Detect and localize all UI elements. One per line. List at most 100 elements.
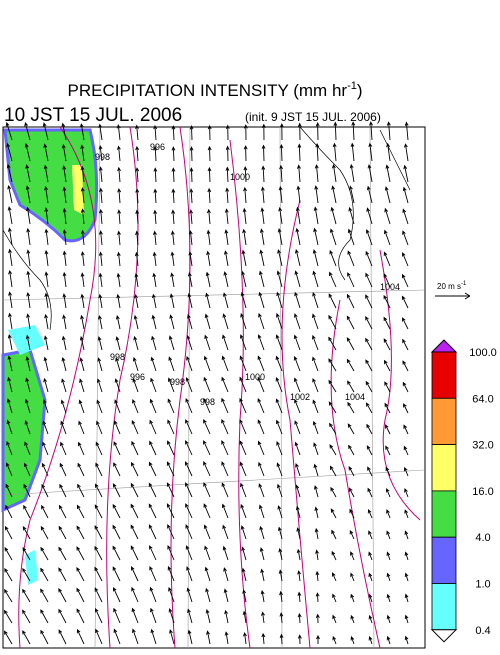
wind-vector [130,482,139,498]
wind-vector [333,121,338,141]
colorbar-segment [431,490,457,538]
contour-label: 1004 [345,392,365,402]
wind-vector [151,335,157,351]
wind-vector [279,612,284,624]
wind-vector [185,398,193,414]
wind-vector [77,462,85,477]
wind-vector [78,420,85,435]
wind-vector [150,377,157,393]
wind-vector [261,123,266,141]
wind-vector [386,593,391,603]
wind-vector [171,146,176,162]
wind-vector [279,590,283,603]
wind-vector [24,419,31,435]
wind-vector [279,633,284,645]
grid-lines [2,126,426,649]
wind-vector [23,504,31,519]
wind-vector [43,164,49,183]
wind-vector [80,272,85,288]
wind-vector [203,440,211,456]
wind-vector [260,207,265,225]
wind-vector [276,312,283,330]
wind-vector [98,230,103,246]
wind-vector [22,567,31,582]
wind-vector [80,251,85,267]
wind-vector [43,356,49,372]
wind-vector [58,525,67,540]
wind-vector [7,355,13,372]
wind-vector [240,482,247,498]
wind-vector [347,250,355,267]
wind-vector [243,145,248,162]
wind-vector [221,461,229,477]
wind-vector [312,377,319,393]
wind-vector [257,419,265,435]
wind-vector [150,628,157,645]
wind-vector [59,504,67,519]
wind-vector [115,336,121,351]
wind-vector [185,482,193,498]
wind-vector [149,398,157,414]
wind-vector [386,509,391,519]
wind-vector [61,357,67,372]
wind-vector [97,336,103,351]
wind-vector [347,272,355,288]
wind-vector [7,333,13,351]
vector-scale-label: 20 m s-1 [437,281,467,291]
wind-vector [6,398,13,414]
wind-vector [349,529,355,540]
wind-vector [80,293,85,309]
wind-vector [293,313,301,330]
precip-area [72,165,84,215]
wind-vector [184,461,193,477]
title: PRECIPITATION INTENSITY (mm hr-1) [67,80,362,100]
wind-vector [62,271,67,288]
isobar [330,299,381,649]
wind-vector [40,525,49,540]
wind-vector [294,398,301,414]
wind-vector [26,206,31,225]
wind-vector [80,187,85,204]
colorbar-segment [431,583,457,631]
wind-vector [315,570,320,582]
wind-vector [258,312,265,330]
wind-vector [223,250,229,267]
wind-vector [367,164,373,183]
wind-vector [44,185,49,204]
wind-vector [386,614,391,624]
wind-vector [224,208,229,225]
wind-vector [132,628,139,645]
wind-vector [205,271,211,288]
wind-vector [275,355,283,372]
wind-vector [207,166,212,183]
wind-vector [258,270,265,288]
wind-vector [24,398,31,414]
wind-vector [277,505,283,519]
wind-vector [203,355,211,372]
wind-vector [98,123,103,141]
wind-vector [331,185,337,204]
wind-vector [366,185,373,204]
wind-vector [135,209,140,225]
wind-vector [348,465,355,477]
wind-vector [402,230,409,246]
wind-vector [7,376,13,393]
wind-vector [221,397,229,414]
wind-vector [313,227,319,246]
wind-vector [76,504,85,519]
wind-vector [7,185,13,204]
wind-vector [116,251,121,267]
wind-vector [117,166,121,183]
wind-vector [402,381,409,393]
wind-vector [239,397,247,414]
colorbar-label: 4.0 [475,532,490,544]
wind-vector [258,483,265,498]
wind-vector [346,337,355,351]
wind-vector [23,483,31,498]
wind-vector [76,608,85,624]
wind-vector [113,420,121,435]
wind-vector [99,208,103,225]
wind-vector [62,314,67,330]
wind-vector [259,525,265,540]
wind-vector [167,377,175,393]
